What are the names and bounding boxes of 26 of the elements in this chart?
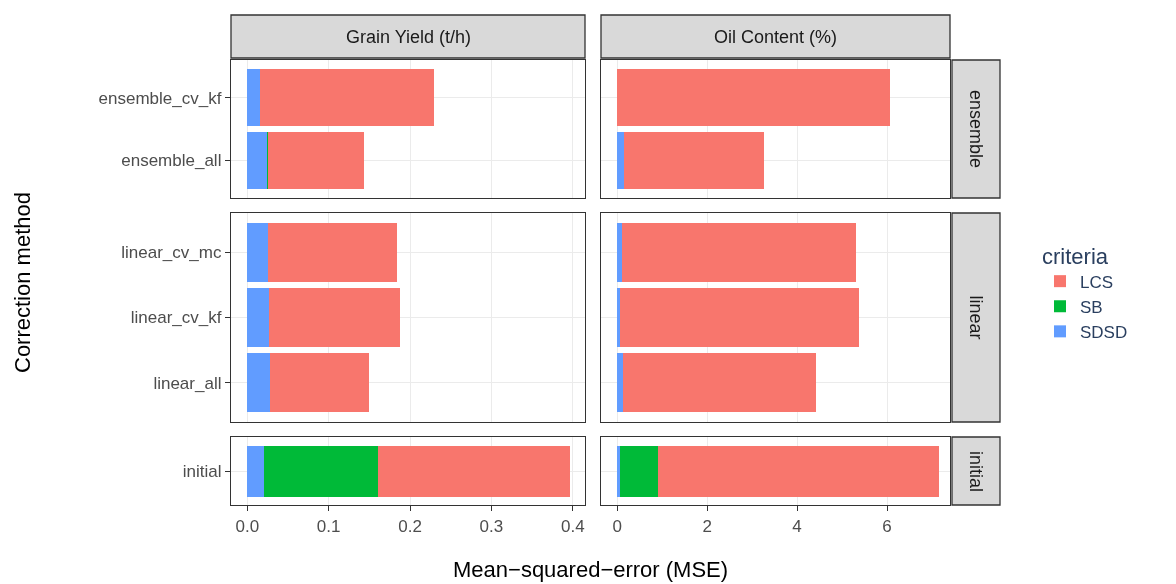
y-tick-label: ensemble_cv_kf — [98, 88, 222, 108]
text: initial — [966, 451, 986, 493]
y-tick-label: linear_cv_kf — [130, 308, 222, 328]
text: ensemble — [966, 90, 986, 169]
legend-label: SDSD — [1080, 322, 1128, 342]
x-tick-label: 2 — [702, 516, 712, 536]
y-axis-title: Correction method — [10, 192, 35, 373]
y-tick-label: linear_all — [153, 373, 222, 393]
x-tick-label: 4 — [792, 516, 802, 536]
legend-title: criteria — [1042, 243, 1109, 269]
legend-label: SB — [1080, 297, 1103, 317]
x-axis-title: Mean−squared−error (MSE) — [453, 557, 729, 582]
x-tick-label: 0 — [612, 516, 622, 536]
x-tick-label: 0.4 — [560, 516, 585, 536]
y-tick-label: initial — [182, 461, 222, 481]
x-tick-label: 0.3 — [479, 516, 504, 536]
legend-label: LCS — [1080, 272, 1114, 292]
chart-title: Grain Yield (t/h) — [346, 27, 472, 47]
x-tick-label: 0.0 — [235, 516, 260, 536]
chart-title: Oil Content (%) — [714, 27, 838, 47]
y-tick-label: linear_cv_mc — [121, 243, 222, 263]
x-tick-label: 6 — [882, 516, 892, 536]
x-tick-label: 0.2 — [398, 516, 422, 536]
text: linear — [965, 295, 986, 340]
x-tick-label: 0.1 — [316, 516, 341, 536]
y-tick-label: ensemble_all — [121, 151, 222, 171]
